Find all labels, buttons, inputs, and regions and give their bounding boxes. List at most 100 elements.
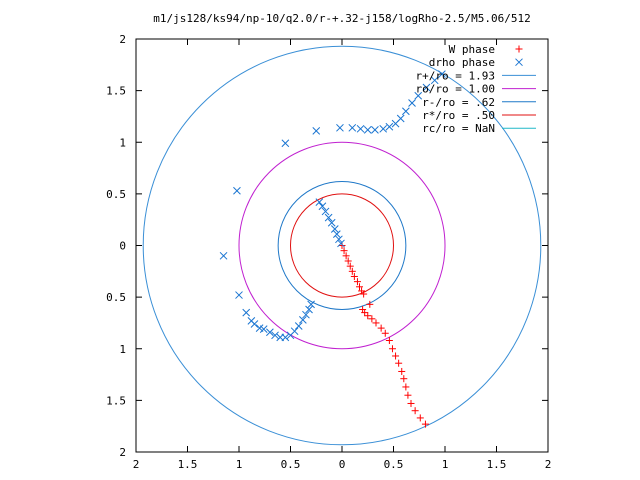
data-point (421, 420, 429, 428)
data-point (404, 391, 412, 399)
data-point (271, 331, 279, 340)
y-tick-label: 0.5 (106, 188, 126, 201)
data-point (281, 139, 290, 148)
legend-entry: W phase (449, 43, 523, 56)
data-point (363, 126, 372, 134)
legend-entry: ro/ro = 1.00 (416, 83, 536, 96)
data-point (255, 324, 264, 332)
data-point (337, 239, 345, 248)
data-point (324, 213, 333, 222)
data-point (402, 383, 410, 391)
legend-entry: r*/ro = .50 (422, 109, 536, 122)
circle-2 (277, 180, 407, 311)
legend-label: drho phase (429, 56, 495, 69)
data-point (286, 331, 295, 340)
data-point (402, 107, 410, 116)
legend-label: r+/ro = 1.93 (416, 69, 495, 82)
data-point (353, 278, 361, 286)
data-point (338, 242, 346, 249)
data-point (381, 329, 389, 337)
reference-circles (142, 45, 542, 446)
data-point (340, 247, 348, 255)
data-point (346, 262, 354, 270)
data-point (315, 198, 324, 206)
data-point (350, 272, 358, 280)
data-point (276, 333, 285, 342)
data-point (312, 127, 321, 135)
data-point (318, 202, 327, 211)
data-point (361, 309, 369, 317)
data-point (414, 91, 423, 100)
data-point (235, 291, 243, 299)
circle-0 (142, 45, 542, 446)
data-point (233, 186, 241, 195)
data-point (321, 207, 330, 216)
data-point (372, 319, 380, 327)
x-tick-label: 2 (133, 458, 140, 471)
data-point (307, 300, 315, 309)
data-point (408, 99, 416, 107)
legend-label: r*/ro = .50 (422, 109, 495, 122)
data-point (327, 218, 336, 227)
legend-label: W phase (449, 43, 495, 56)
data-point (305, 305, 313, 314)
data-point (348, 267, 356, 275)
data-point (342, 252, 350, 260)
data-point (336, 123, 344, 132)
series-layer (219, 70, 446, 428)
legend-label: rc/ro = NaN (422, 122, 495, 135)
data-point (422, 83, 431, 92)
data-point (335, 235, 343, 244)
data-point (400, 375, 408, 383)
data-point (366, 300, 374, 308)
data-point (398, 367, 406, 375)
x-tick-label: 1 (236, 458, 243, 471)
data-point (385, 336, 393, 344)
x-axis-ticks: 2 1.5 1 0.5 0 0.5 1 1.5 2 (133, 39, 552, 471)
legend-entry: r+/ro = 1.93 (416, 69, 536, 82)
data-point (242, 308, 251, 317)
y-tick-label: 0 (119, 240, 126, 253)
legend-entry: drho phase (429, 56, 523, 69)
data-point (302, 310, 310, 319)
data-point (395, 359, 403, 367)
data-point (344, 257, 352, 265)
legend-entry: rc/ro = NaN (422, 122, 536, 135)
data-point (219, 251, 228, 260)
data-point (388, 345, 396, 353)
data-point (368, 315, 376, 323)
y-tick-label: 2 (119, 446, 126, 459)
data-point (377, 324, 385, 332)
data-point (430, 76, 439, 85)
data-point (371, 126, 379, 134)
legend-label: ro/ro = 1.00 (416, 83, 495, 96)
data-point (407, 399, 415, 407)
y-tick-label: 1 (119, 136, 126, 149)
data-point (364, 312, 372, 320)
data-point (385, 122, 394, 131)
data-point (247, 317, 256, 325)
x-tick-label: 0.5 (281, 458, 301, 471)
data-point (411, 407, 419, 415)
x-tick-label: 0 (339, 458, 346, 471)
circle-1 (238, 141, 446, 350)
circle-3 (290, 193, 394, 298)
y-axis-ticks: 2 1.5 1 0.5 0 0.5 1 1.5 2 (106, 33, 548, 459)
y-tick-label: 1.5 (106, 394, 126, 407)
data-point (379, 124, 388, 133)
data-point (396, 114, 405, 123)
data-point (356, 283, 364, 291)
chart-title: m1/js128/ks94/np-10/q2.0/r-+.32-j158/log… (153, 12, 531, 25)
x-tick-label: 2 (545, 458, 552, 471)
data-point (294, 322, 303, 330)
x-tick-label: 1 (442, 458, 449, 471)
x-tick-label: 1.5 (487, 458, 507, 471)
y-tick-label: 0.5 (106, 291, 126, 304)
legend-label: r-/ro = .62 (422, 96, 495, 109)
data-point (348, 123, 357, 132)
x-tick-label: 1.5 (178, 458, 198, 471)
data-point (416, 414, 424, 422)
data-point (356, 124, 365, 133)
